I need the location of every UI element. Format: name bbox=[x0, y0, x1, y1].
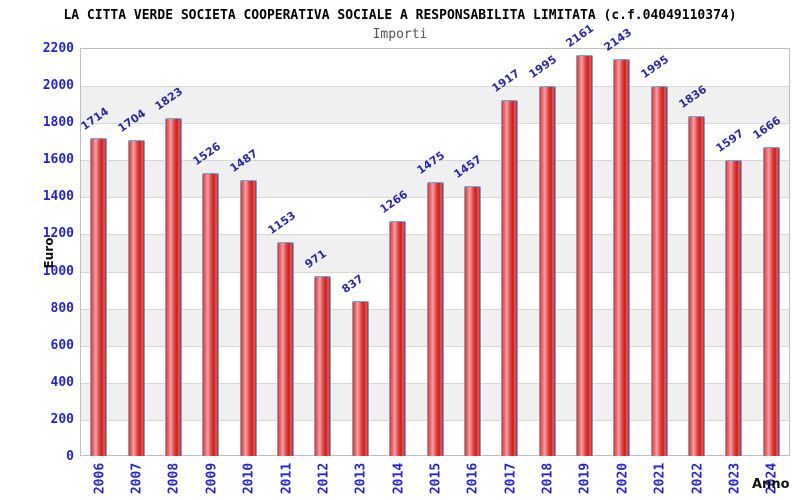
chart-subtitle: Importi bbox=[372, 27, 428, 42]
bar-2019 bbox=[575, 55, 593, 456]
x-tick-label-2006: 2006 bbox=[92, 462, 108, 495]
y-tick-label: 400 bbox=[50, 374, 74, 390]
y-tick-label: 1800 bbox=[42, 115, 74, 131]
x-tick-label-2007: 2007 bbox=[129, 462, 145, 495]
y-tick-label: 2200 bbox=[42, 41, 74, 56]
x-axis-title: Anno bbox=[752, 477, 790, 492]
y-tick-label: 1000 bbox=[42, 263, 74, 279]
x-tick-label-2012: 2012 bbox=[316, 462, 332, 495]
y-tick-label: 800 bbox=[50, 300, 74, 316]
bar-2021 bbox=[650, 86, 668, 456]
x-tick-label-2022: 2022 bbox=[690, 462, 706, 495]
bar-2010 bbox=[239, 180, 257, 456]
grid-band bbox=[81, 49, 789, 86]
bar-2011 bbox=[277, 242, 295, 456]
gridline bbox=[81, 160, 789, 162]
x-tick-label-2019: 2019 bbox=[577, 462, 593, 495]
bar-2009 bbox=[202, 173, 220, 456]
x-tick-label-2015: 2015 bbox=[428, 462, 444, 495]
bar-2006 bbox=[90, 138, 108, 456]
bar-2020 bbox=[613, 59, 631, 456]
bar-2023 bbox=[725, 160, 743, 456]
bar-2018 bbox=[538, 86, 556, 456]
bar-2007 bbox=[127, 140, 145, 456]
y-tick-label: 0 bbox=[66, 449, 74, 464]
bar-2017 bbox=[501, 100, 519, 456]
bar-2016 bbox=[463, 186, 481, 456]
y-tick-label: 1200 bbox=[42, 226, 74, 242]
x-tick-label-2009: 2009 bbox=[204, 462, 220, 495]
x-tick-label-2020: 2020 bbox=[615, 462, 631, 495]
chart-title: LA CITTA VERDE SOCIETA COOPERATIVA SOCIA… bbox=[63, 8, 737, 23]
x-tick-label-2023: 2023 bbox=[727, 462, 743, 495]
y-tick-label: 600 bbox=[50, 337, 74, 353]
x-tick-label-2016: 2016 bbox=[465, 462, 481, 495]
y-tick-label: 1600 bbox=[42, 152, 74, 168]
bar-2022 bbox=[688, 116, 706, 456]
x-tick-label-2021: 2021 bbox=[652, 462, 668, 495]
gridline bbox=[81, 123, 789, 125]
y-axis-title: Euro bbox=[42, 237, 56, 269]
bar-2013 bbox=[351, 301, 369, 456]
bar-2014 bbox=[389, 221, 407, 456]
bar-2024 bbox=[762, 147, 780, 456]
gridline bbox=[81, 86, 789, 88]
x-tick-label-2011: 2011 bbox=[279, 462, 295, 495]
grid-band bbox=[81, 86, 789, 124]
x-tick-label-2010: 2010 bbox=[241, 462, 257, 495]
y-tick-label: 200 bbox=[50, 411, 74, 427]
x-tick-label-2014: 2014 bbox=[391, 462, 407, 495]
x-tick-label-2017: 2017 bbox=[503, 462, 519, 495]
y-tick-label: 1400 bbox=[42, 189, 74, 205]
bar-2008 bbox=[164, 118, 182, 456]
x-tick-label-2013: 2013 bbox=[353, 462, 369, 495]
y-tick-label: 2000 bbox=[42, 78, 74, 94]
bar-2015 bbox=[426, 182, 444, 456]
bar-2012 bbox=[314, 276, 332, 456]
x-tick-label-2008: 2008 bbox=[166, 462, 182, 495]
x-tick-label-2018: 2018 bbox=[540, 462, 556, 495]
